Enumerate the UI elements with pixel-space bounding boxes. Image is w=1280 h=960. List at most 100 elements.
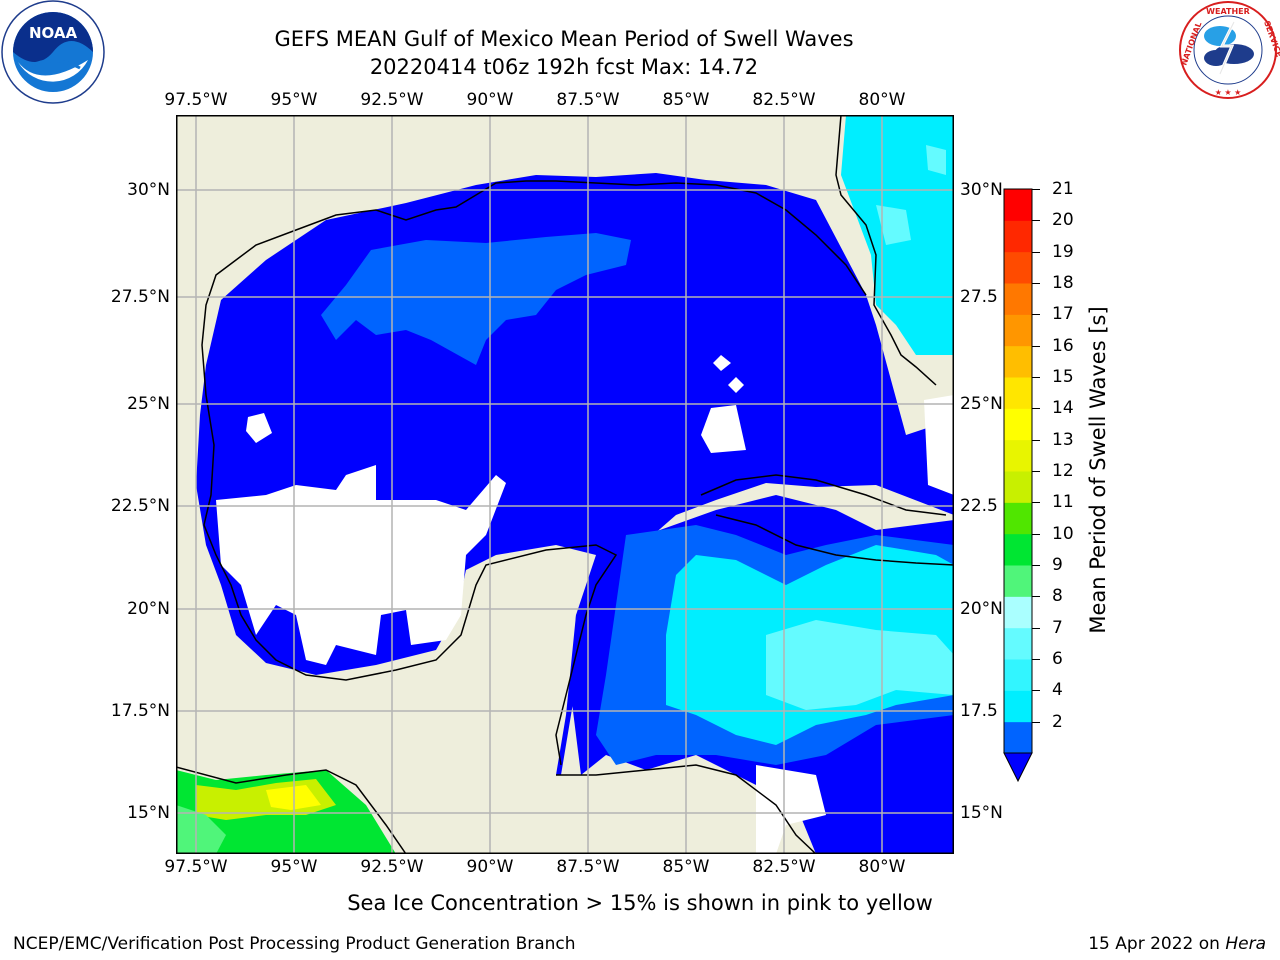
colorbar-tick-label: 6 [1052, 649, 1063, 669]
lat-label-left: 27.5°N [110, 287, 170, 307]
lat-label-left: 20°N [127, 599, 170, 619]
lon-label-top: 85°W [662, 90, 710, 110]
colorbar-tick-label: 10 [1052, 523, 1074, 544]
lat-label-right: 22.5 [960, 496, 998, 516]
svg-text:WEATHER: WEATHER [1206, 7, 1250, 16]
lat-label-left: 17.5°N [110, 701, 170, 721]
colorbar-tick-label: 16 [1052, 335, 1074, 356]
lat-label-right: 17.5 [960, 701, 998, 721]
lon-label-bottom: 90°W [466, 857, 514, 877]
colorbar-tick-mark [1032, 721, 1040, 723]
colorbar-tick-label: 14 [1052, 398, 1074, 419]
no-data-area [728, 377, 744, 393]
colorbar-band [1004, 596, 1032, 629]
colorbar-band [1004, 471, 1032, 503]
colorbar-band [1004, 690, 1032, 723]
colorbar-tick-label: 9 [1052, 555, 1063, 575]
chart-subtitle: 20220414 t06z 192h fcst Max: 14.72 [369, 55, 759, 79]
colorbar-band [1004, 439, 1032, 472]
machine-name: Hera [1225, 934, 1266, 954]
no-data-area [924, 395, 954, 495]
lon-label-bottom: 80°W [858, 857, 906, 877]
noaa-logo: NOAA [1, 0, 105, 104]
no-data-area [216, 465, 506, 665]
lon-label-top: 82.5°W [752, 90, 816, 110]
colorbar-band [1004, 251, 1032, 284]
lat-label-right: 20°N [960, 599, 1003, 619]
colorbar-tick-label: 19 [1052, 241, 1074, 262]
colorbar-band [1004, 659, 1032, 691]
colorbar-tick-mark [1032, 377, 1040, 378]
colorbar [1003, 188, 1033, 783]
colorbar-band [1004, 314, 1032, 347]
colorbar-band [1004, 283, 1032, 315]
colorbar-tick-mark [1032, 408, 1040, 410]
colorbar-tick-mark [1032, 220, 1040, 222]
colorbar-tick-label: 21 [1052, 179, 1074, 199]
date-text: 15 Apr 2022 on [1088, 934, 1220, 954]
noaa-logo-text: NOAA [29, 24, 78, 42]
lat-label-left: 15°N [127, 803, 170, 823]
graticule [176, 115, 954, 854]
colorbar-tick-label: 15 [1052, 367, 1074, 387]
no-data-area [756, 765, 826, 854]
no-data-area [701, 405, 746, 453]
lat-label-right: 27.5 [960, 287, 998, 307]
chart-title: GEFS MEAN Gulf of Mexico Mean Period of … [274, 27, 854, 51]
no-data-area [246, 413, 272, 443]
colorbar-tick-mark [1032, 502, 1040, 504]
colorbar-tick-mark [1032, 565, 1040, 566]
lat-label-right: 15°N [960, 803, 1003, 823]
colorbar-tick-label: 20 [1052, 210, 1074, 231]
colorbar-band [1004, 408, 1032, 441]
nws-logo: WEATHER NATIONAL SERVICE ★ ★ ★ [1179, 1, 1280, 99]
colorbar-tick-mark [1032, 596, 1040, 598]
colorbar-under-arrow [1003, 752, 1033, 783]
lon-label-top: 95°W [270, 90, 318, 110]
colorbar-tick-mark [1032, 189, 1040, 190]
colorbar-tick-label: 17 [1052, 304, 1074, 325]
colorbar-tick-label: 13 [1052, 429, 1074, 450]
lat-label-right: 25°N [960, 394, 1003, 414]
colorbar-tick-mark [1032, 659, 1040, 660]
colorbar-band [1004, 502, 1032, 535]
lon-label-bottom: 97.5°W [164, 857, 228, 877]
lon-label-top: 87.5°W [556, 90, 620, 110]
colorbar-band [1004, 721, 1032, 754]
lon-label-top: 80°W [858, 90, 906, 110]
contour-9-10s [176, 805, 226, 854]
colorbar-tick-mark [1032, 314, 1040, 316]
colorbar-tick-mark [1032, 439, 1040, 441]
map-panel [176, 115, 954, 854]
lon-label-bottom: 85°W [662, 857, 710, 877]
colorbar-tick-label: 12 [1052, 461, 1074, 481]
contour-6-8s [876, 205, 911, 245]
colorbar-tick-label: 7 [1052, 617, 1063, 638]
colorbar-label: Mean Period of Swell Waves [s] [1086, 306, 1110, 634]
colorbar-band [1004, 533, 1032, 566]
lat-label-left: 30°N [127, 180, 170, 200]
colorbar-band [1004, 345, 1032, 378]
contour-6-8s [926, 145, 946, 175]
colorbar-tick-mark [1032, 533, 1040, 535]
colorbar-tick-mark [1032, 627, 1040, 629]
colorbar-tick-label: 18 [1052, 273, 1074, 293]
contour-2-4s [321, 233, 631, 365]
colorbar-band [1004, 220, 1032, 253]
colorbar-tick-label: 8 [1052, 586, 1063, 607]
colorbar-tick-label: 2 [1052, 711, 1063, 732]
colorbar-band [1004, 377, 1032, 409]
lon-label-top: 90°W [466, 90, 514, 110]
lon-label-top: 97.5°W [164, 90, 228, 110]
map-frame [176, 115, 954, 854]
lat-label-left: 22.5°N [110, 496, 170, 516]
date-stamp: 15 Apr 2022 on Hera [1088, 934, 1266, 954]
colorbar-band [1004, 627, 1032, 660]
contour-6-8s [766, 620, 954, 710]
colorbar-tick-label: 4 [1052, 680, 1063, 701]
colorbar-band [1004, 189, 1032, 221]
lon-label-bottom: 92.5°W [360, 857, 424, 877]
lat-label-left: 25°N [127, 394, 170, 414]
lon-label-top: 92.5°W [360, 90, 424, 110]
lon-label-bottom: 87.5°W [556, 857, 620, 877]
